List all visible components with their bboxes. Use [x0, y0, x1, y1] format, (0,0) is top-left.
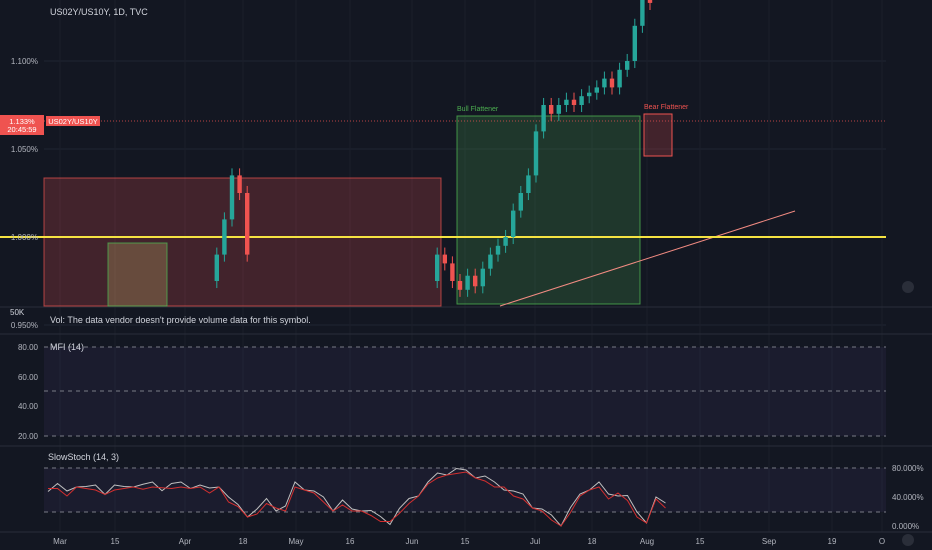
last-price-value: 1.133%: [9, 117, 35, 126]
last-price-time: 20:45:59: [7, 125, 36, 134]
candle: [450, 263, 455, 281]
time-tick: 18: [588, 537, 597, 546]
candle: [442, 254, 447, 264]
candle: [488, 254, 493, 269]
candle: [594, 87, 599, 93]
trend-line[interactable]: [499, 210, 796, 307]
candle: [564, 99, 569, 105]
candle: [587, 92, 592, 97]
candle: [511, 210, 516, 237]
bear-zone-box[interactable]: [43, 177, 442, 307]
bear-flattener-label: Bear Flattener: [644, 104, 689, 111]
candle: [465, 275, 470, 290]
candle: [222, 219, 227, 255]
stoch-tick: 80.000%: [892, 464, 924, 473]
stoch-tick: 0.000%: [892, 522, 919, 531]
time-tick: Jun: [406, 537, 419, 546]
candle: [556, 105, 561, 114]
candle: [571, 99, 577, 105]
candle: [480, 268, 485, 287]
time-axis[interactable]: Mar 15 Apr 18 May 16 Jun 15 Jul 18 Aug 15 Sep 19 O: [53, 537, 885, 546]
time-tick: 19: [828, 537, 837, 546]
stoch-label[interactable]: SlowStoch (14, 3): [48, 452, 119, 462]
candle: [457, 281, 463, 290]
time-tick: Mar: [53, 537, 67, 546]
candle: [237, 175, 242, 193]
candle: [632, 25, 637, 61]
small-highlight-box[interactable]: [107, 242, 168, 307]
candle: [245, 193, 250, 255]
time-tick: Apr: [179, 537, 192, 546]
bull-flattener-box[interactable]: [456, 115, 641, 305]
mfi-tick: 20.00: [18, 432, 39, 441]
time-tick: May: [288, 537, 303, 546]
time-tick: O: [879, 537, 885, 546]
settings-icon[interactable]: [902, 281, 914, 293]
time-tick: 15: [461, 537, 470, 546]
candle: [435, 254, 440, 281]
time-tick: Sep: [762, 537, 777, 546]
time-tick: 16: [346, 537, 355, 546]
candle: [647, 0, 653, 3]
stoch-tick: 40.000%: [892, 493, 924, 502]
time-tick: Jul: [530, 537, 540, 546]
mfi-label[interactable]: MFI (14): [50, 342, 84, 352]
candle: [495, 245, 501, 255]
candle: [640, 0, 645, 26]
candle: [503, 237, 508, 246]
mfi-tick: 40.00: [18, 402, 39, 411]
bear-flattener-box[interactable]: [643, 113, 673, 157]
volume-message: Vol: The data vendor doesn't provide vol…: [50, 315, 311, 325]
bull-flattener-label: Bull Flattener: [457, 106, 499, 113]
candle: [579, 96, 584, 105]
volume-axis-label: 50K: [10, 308, 25, 317]
candles-group: [214, 0, 653, 297]
time-tick: 15: [696, 537, 705, 546]
mfi-background: [44, 347, 886, 436]
time-tick: 18: [239, 537, 248, 546]
mfi-tick: 60.00: [18, 373, 39, 382]
price-label-box: [0, 115, 44, 135]
candle: [549, 105, 554, 114]
stoch-d-line: [48, 471, 666, 527]
price-axis[interactable]: 1.250%1.200%1.150%1.100%1.050%1.000%0.95…: [11, 0, 38, 330]
candle: [526, 175, 531, 193]
candle: [541, 105, 546, 132]
time-settings-icon[interactable]: [902, 534, 914, 546]
mfi-tick: 80.00: [18, 343, 39, 352]
candle: [609, 78, 615, 88]
candle: [602, 78, 607, 88]
time-tick: Aug: [640, 537, 654, 546]
stoch-background: [44, 468, 886, 512]
candle: [214, 254, 219, 281]
symbol-tag-box: [46, 116, 100, 126]
candle: [518, 193, 523, 211]
price-tick: 1.050%: [11, 145, 38, 154]
candle: [617, 69, 622, 88]
candle: [625, 61, 630, 70]
symbol-title[interactable]: US02Y/US10Y, 1D, TVC: [50, 7, 148, 17]
candle: [533, 131, 539, 176]
price-tick: 1.100%: [11, 57, 38, 66]
candle: [229, 175, 235, 220]
symbol-tag: US02Y/US10Y: [48, 117, 98, 126]
time-tick: 15: [111, 537, 120, 546]
price-tick: 1.000%: [11, 233, 38, 242]
candle: [473, 275, 478, 287]
price-tick: 0.950%: [11, 321, 38, 330]
